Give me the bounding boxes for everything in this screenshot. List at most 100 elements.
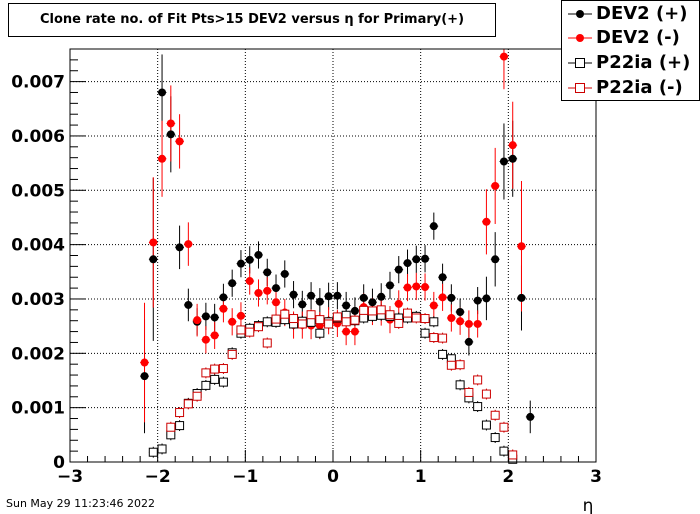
data-point	[245, 327, 255, 337]
data-point	[271, 314, 281, 324]
data-point	[175, 243, 184, 252]
data-point	[438, 349, 448, 359]
legend-entry-dev2-minus: DEV2 (-)	[562, 26, 699, 50]
data-point	[350, 327, 359, 336]
chart-title: Clone rate no. of Fit Pts>15 DEV2 versus…	[39, 12, 465, 27]
data-point	[166, 422, 176, 432]
data-point	[298, 300, 307, 309]
data-point	[201, 380, 211, 390]
data-point	[245, 277, 254, 286]
data-point	[394, 265, 403, 274]
data-point	[517, 242, 526, 251]
series-4	[166, 305, 518, 460]
data-point	[473, 375, 483, 385]
data-point	[175, 421, 185, 431]
grid-lines	[70, 49, 596, 462]
legend-entry-p22ia-minus: P22ia (-)	[562, 76, 699, 100]
data-point	[158, 154, 167, 163]
data-point	[210, 331, 219, 340]
data-point	[324, 319, 334, 329]
legend-entry-p22ia-plus: P22ia (+)	[562, 51, 699, 75]
data-point	[482, 217, 491, 226]
data-point	[245, 255, 254, 264]
data-point	[420, 328, 430, 338]
data-point	[377, 292, 386, 301]
data-point	[350, 315, 360, 325]
data-point	[429, 222, 438, 231]
data-point	[297, 319, 307, 329]
data-point	[464, 337, 473, 346]
data-point	[324, 292, 333, 301]
data-point	[201, 335, 210, 344]
data-point	[499, 157, 508, 166]
data-point	[193, 316, 202, 325]
data-point	[184, 300, 193, 309]
data-point	[455, 380, 465, 390]
data-point	[280, 309, 290, 319]
data-point	[359, 305, 369, 315]
y-tick-label: 0.005	[11, 181, 65, 201]
data-point	[412, 255, 421, 264]
data-point	[166, 130, 175, 139]
data-point	[499, 52, 508, 61]
data-point	[429, 317, 439, 327]
data-point	[481, 389, 491, 399]
data-point	[508, 154, 517, 163]
data-point	[482, 294, 491, 303]
data-point	[184, 240, 193, 249]
data-point	[394, 318, 404, 328]
data-point	[367, 306, 377, 316]
data-point	[227, 349, 237, 359]
data-point	[359, 313, 369, 323]
data-point	[412, 282, 421, 291]
data-point	[263, 286, 272, 295]
x-tick-label: 2	[502, 467, 514, 487]
data-point	[219, 293, 228, 302]
data-point	[333, 291, 342, 300]
data-point	[359, 293, 368, 302]
data-point	[228, 279, 237, 288]
data-point	[438, 333, 448, 343]
legend-marker-open-red	[568, 83, 592, 93]
data-point	[421, 283, 430, 292]
data-point	[517, 293, 526, 302]
data-point	[499, 422, 509, 432]
data-point	[306, 310, 316, 320]
data-point	[262, 317, 272, 327]
data-point	[201, 368, 211, 378]
chart-title-box: Clone rate no. of Fit Pts>15 DEV2 versus…	[8, 3, 496, 37]
data-point	[210, 364, 220, 374]
data-point	[307, 291, 316, 300]
series-1	[140, 88, 535, 421]
timestamp: Sun May 29 11:23:46 2022	[6, 497, 156, 510]
data-point	[254, 250, 263, 259]
tick-labels: −3 −2 −1 0 1 2 3 0 0.001 0.002 0.003 0.004 0.005 0.00…	[11, 73, 602, 487]
legend-marker-filled-black	[568, 10, 592, 18]
data-point	[499, 446, 509, 456]
data-point	[289, 290, 298, 299]
y-tick-label: 0.003	[11, 290, 65, 310]
legend-label: DEV2 (-)	[596, 27, 680, 48]
data-point	[491, 181, 500, 190]
data-point	[385, 281, 394, 290]
data-point	[394, 299, 403, 308]
y-tick-label: 0.001	[11, 399, 65, 419]
data-point	[342, 301, 351, 310]
data-point	[403, 259, 412, 268]
legend-label: P22ia (-)	[596, 77, 683, 98]
data-point	[166, 119, 175, 128]
data-point	[350, 306, 359, 315]
data-point	[253, 322, 263, 332]
data-point	[218, 377, 228, 387]
data-point	[315, 328, 325, 338]
data-point	[201, 312, 210, 321]
data-point	[140, 372, 149, 381]
data-point	[464, 319, 473, 328]
data-point	[210, 374, 220, 384]
data-point	[158, 88, 167, 97]
data-point	[183, 399, 193, 409]
x-tick-label: −3	[57, 467, 83, 487]
data-point	[149, 238, 158, 247]
data-point	[332, 312, 342, 322]
